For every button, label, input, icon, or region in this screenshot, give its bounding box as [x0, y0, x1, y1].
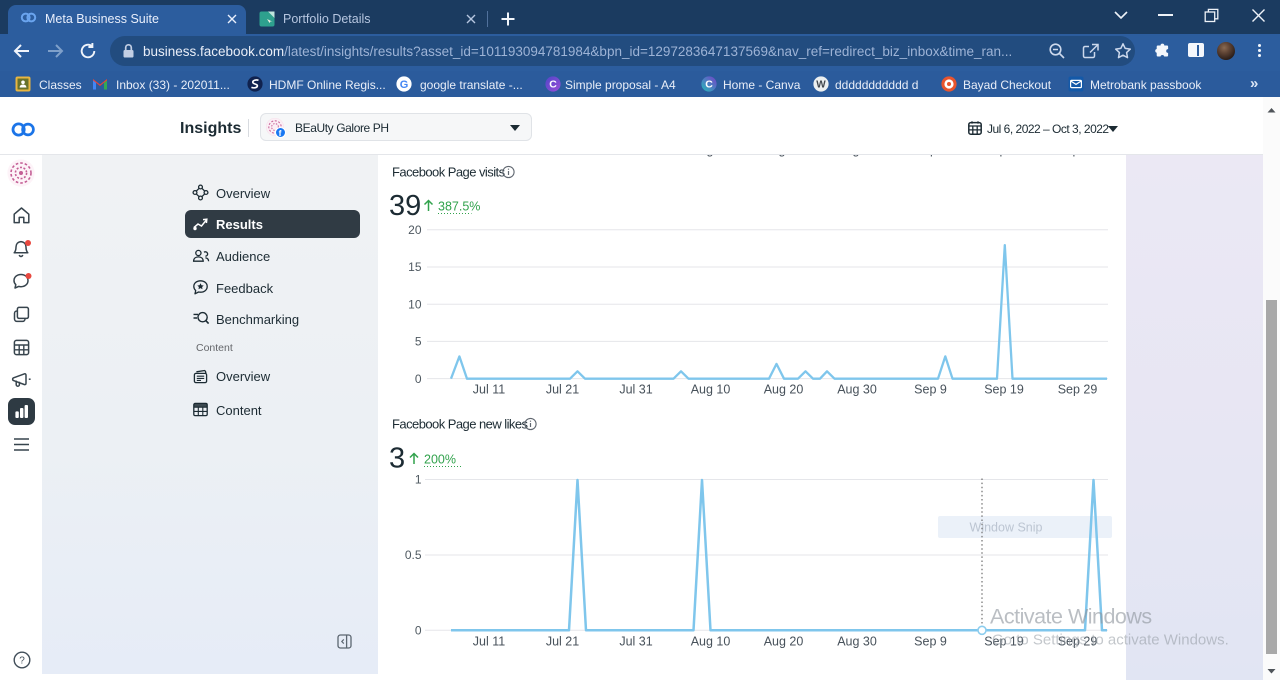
svg-text:1: 1 — [415, 473, 422, 487]
svg-text:39: 39 — [389, 190, 421, 222]
svg-text:Activate Windows: Activate Windows — [990, 605, 1152, 629]
svg-text:C: C — [705, 79, 713, 91]
svg-text:Sep 29: Sep 29 — [1058, 635, 1098, 649]
svg-text:200%: 200% — [424, 453, 456, 467]
svg-text:10: 10 — [408, 297, 422, 311]
svg-text:Aug 20: Aug 20 — [764, 635, 804, 649]
svg-text:Window Snip: Window Snip — [970, 521, 1043, 535]
svg-text:Aug 10: Aug 10 — [691, 635, 731, 649]
svg-text:Sep 19: Sep 19 — [984, 635, 1024, 649]
svg-text:Jul 21: Jul 21 — [546, 635, 579, 649]
svg-text:W: W — [816, 80, 826, 91]
svg-text:15: 15 — [408, 260, 422, 274]
svg-text:Sep 9: Sep 9 — [914, 635, 947, 649]
svg-text:Sep 19: Sep 19 — [984, 383, 1024, 397]
svg-text:Go to Settings to activate Win: Go to Settings to activate Windows. — [992, 632, 1229, 649]
svg-text:Facebook Page new likes: Facebook Page new likes — [392, 417, 529, 432]
svg-text:Jul 21: Jul 21 — [546, 383, 579, 397]
svg-text:0.5: 0.5 — [405, 548, 422, 562]
svg-text:387.5%: 387.5% — [438, 200, 480, 214]
svg-text:Aug 30: Aug 30 — [837, 383, 877, 397]
svg-text:20: 20 — [408, 223, 422, 237]
svg-text:Facebook Page visits: Facebook Page visits — [392, 165, 506, 180]
svg-text:0: 0 — [415, 624, 422, 638]
svg-text:Jul 11: Jul 11 — [473, 635, 505, 649]
svg-text:G: G — [400, 79, 409, 91]
svg-text:3: 3 — [389, 443, 405, 475]
svg-text:5: 5 — [415, 335, 422, 349]
svg-text:Aug 30: Aug 30 — [837, 635, 877, 649]
svg-text:Jul 31: Jul 31 — [619, 383, 652, 397]
svg-text:Jul 11: Jul 11 — [473, 383, 505, 397]
svg-text:Aug 20: Aug 20 — [764, 383, 804, 397]
svg-text:?: ? — [19, 656, 25, 667]
svg-text:Sep 9: Sep 9 — [914, 383, 947, 397]
svg-text:0: 0 — [415, 372, 422, 386]
svg-text:Aug 10: Aug 10 — [691, 383, 731, 397]
svg-text:C: C — [549, 79, 557, 91]
svg-text:Jul 31: Jul 31 — [619, 635, 652, 649]
svg-text:Sep 29: Sep 29 — [1058, 383, 1098, 397]
